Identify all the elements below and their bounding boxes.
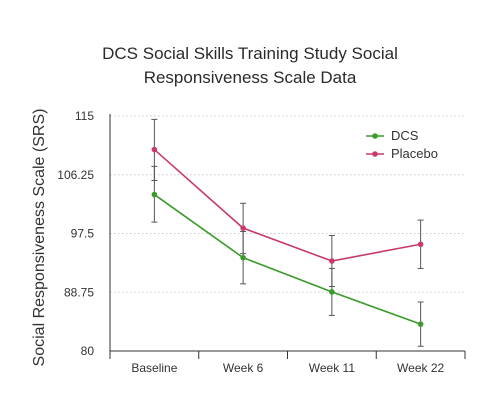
y-axis-label: Social Responsiveness Scale (SRS) (31, 109, 48, 367)
y-tick-label: 80 (81, 344, 95, 358)
y-tick-label: 115 (75, 109, 94, 123)
data-point-dcs (329, 289, 335, 295)
data-point-dcs (240, 254, 246, 261)
x-tick-label: Week 11 (309, 361, 356, 375)
y-tick-label: 97.5 (71, 227, 95, 241)
x-tick-label: Week 6 (223, 361, 264, 375)
chart-title-line-1: DCS Social Skills Training Study Social (102, 44, 398, 63)
data-point-placebo (240, 225, 246, 231)
data-point-placebo (329, 258, 335, 264)
legend-label-dcs: DCS (391, 128, 419, 143)
series-line-dcs (153, 193, 421, 325)
legend-marker-placebo (372, 151, 378, 157)
data-point-placebo (151, 146, 158, 153)
chart-title-line-2: Responsiveness Scale Data (143, 68, 357, 87)
legend-marker-dcs (372, 133, 378, 139)
legend-label-placebo: Placebo (391, 146, 438, 161)
y-tick-label: 106.25 (57, 168, 94, 182)
y-tick-label: 88.75 (64, 285, 94, 299)
series-line-placebo (153, 148, 421, 262)
data-point-dcs (151, 191, 158, 198)
data-point-dcs (417, 321, 424, 327)
data-point-placebo (417, 241, 424, 248)
x-tick-label: Week 22 (397, 361, 444, 375)
x-tick-label: Baseline (131, 361, 177, 375)
